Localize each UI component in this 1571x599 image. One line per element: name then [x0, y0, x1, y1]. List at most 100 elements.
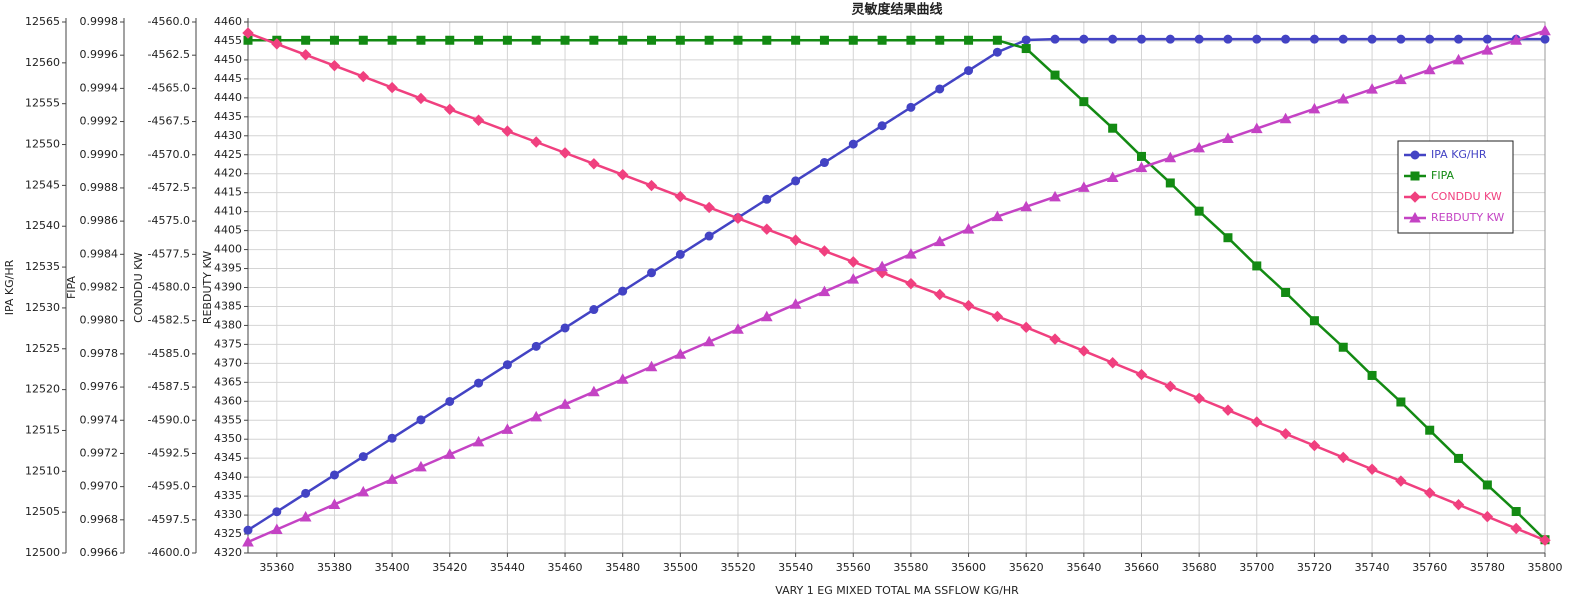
marker — [733, 35, 743, 45]
marker — [1510, 34, 1523, 45]
marker — [847, 273, 860, 284]
marker — [1308, 102, 1321, 114]
marker — [1165, 178, 1175, 188]
marker — [588, 385, 600, 397]
marker — [1194, 34, 1204, 44]
marker — [472, 114, 485, 126]
y-tick-label: 12535 — [25, 260, 60, 273]
marker — [906, 35, 916, 45]
marker — [848, 139, 858, 149]
marker — [1021, 35, 1031, 45]
y-tick-label: -4592.5 — [148, 446, 190, 459]
marker — [1510, 522, 1522, 535]
marker — [1252, 261, 1262, 271]
marker — [964, 35, 974, 45]
marker — [645, 179, 658, 192]
y-tick-label: 0.9970 — [80, 480, 119, 493]
y-tick-label: 0.9984 — [80, 247, 119, 260]
marker — [1452, 498, 1465, 511]
marker — [416, 35, 426, 45]
y-axis-label: REBDUTY KW — [201, 251, 214, 324]
y-tick-label: 12550 — [25, 138, 60, 151]
marker — [674, 348, 687, 359]
marker — [791, 35, 801, 45]
marker — [472, 435, 485, 447]
marker — [1309, 316, 1319, 326]
y-tick-label: 4355 — [214, 413, 242, 426]
marker — [1396, 34, 1406, 44]
marker — [560, 323, 570, 333]
marker — [1410, 150, 1420, 160]
marker — [301, 488, 311, 498]
y-tick-label: -4575.0 — [148, 214, 190, 227]
x-tick-label: 35660 — [1124, 561, 1159, 574]
marker — [789, 234, 802, 246]
y-tick-label: 4385 — [214, 299, 242, 312]
marker — [935, 84, 945, 94]
marker — [818, 245, 831, 257]
y-tick-label: -4597.5 — [148, 513, 190, 526]
x-tick-label: 35480 — [605, 561, 640, 574]
x-tick-label: 35720 — [1297, 561, 1332, 574]
marker — [1367, 34, 1377, 44]
marker — [1223, 233, 1233, 243]
marker — [1366, 83, 1378, 94]
marker — [1396, 397, 1406, 407]
x-tick-label: 35580 — [893, 561, 928, 574]
x-tick-label: 35440 — [490, 561, 525, 574]
marker — [1193, 392, 1205, 405]
marker — [1136, 151, 1146, 161]
series-line — [247, 31, 1546, 542]
marker — [531, 35, 541, 45]
marker — [531, 341, 541, 351]
marker — [616, 168, 629, 181]
marker — [933, 235, 946, 247]
marker — [1136, 34, 1146, 44]
marker — [762, 194, 772, 204]
marker — [991, 210, 1004, 222]
marker — [1540, 34, 1550, 44]
marker — [588, 158, 600, 170]
x-tick-label: 35800 — [1528, 561, 1563, 574]
x-tick-label: 35400 — [375, 561, 410, 574]
x-tick-label: 35680 — [1182, 561, 1217, 574]
marker — [329, 35, 339, 45]
y-tick-label: -4565.0 — [148, 81, 190, 94]
marker — [299, 49, 312, 61]
legend-label: CONDDU KW — [1431, 190, 1502, 203]
y-tick-label: 4425 — [214, 148, 242, 161]
marker — [1108, 34, 1118, 44]
marker — [762, 35, 772, 45]
y-tick-label: 12560 — [25, 56, 60, 69]
marker — [1337, 92, 1350, 104]
y-tick-label: 4365 — [214, 375, 242, 388]
y-tick-label: 0.9972 — [80, 446, 119, 459]
marker — [358, 35, 368, 45]
marker — [618, 35, 628, 45]
y-tick-label: 0.9986 — [80, 214, 119, 227]
marker — [645, 360, 658, 372]
marker — [1309, 34, 1319, 44]
marker — [675, 35, 685, 45]
y-tick-label: 4395 — [214, 262, 242, 275]
marker — [1223, 34, 1233, 44]
marker — [501, 423, 514, 434]
marker — [905, 277, 917, 290]
y-tick-label: 4415 — [214, 186, 242, 199]
x-tick-label: 35520 — [720, 561, 755, 574]
y-tick-label: 4335 — [214, 489, 242, 502]
marker — [992, 35, 1002, 45]
y-tick-label: 4435 — [214, 110, 242, 123]
x-tick-label: 35360 — [259, 561, 294, 574]
marker — [474, 378, 484, 388]
marker — [443, 448, 456, 459]
x-tick-label: 35600 — [951, 561, 986, 574]
marker — [1482, 480, 1492, 490]
marker — [1106, 171, 1119, 183]
marker — [1164, 380, 1177, 393]
marker — [1410, 171, 1420, 181]
y-tick-label: 4330 — [214, 508, 242, 521]
marker — [962, 299, 975, 312]
y-tick-label: -4587.5 — [148, 380, 190, 393]
marker — [1193, 141, 1205, 153]
